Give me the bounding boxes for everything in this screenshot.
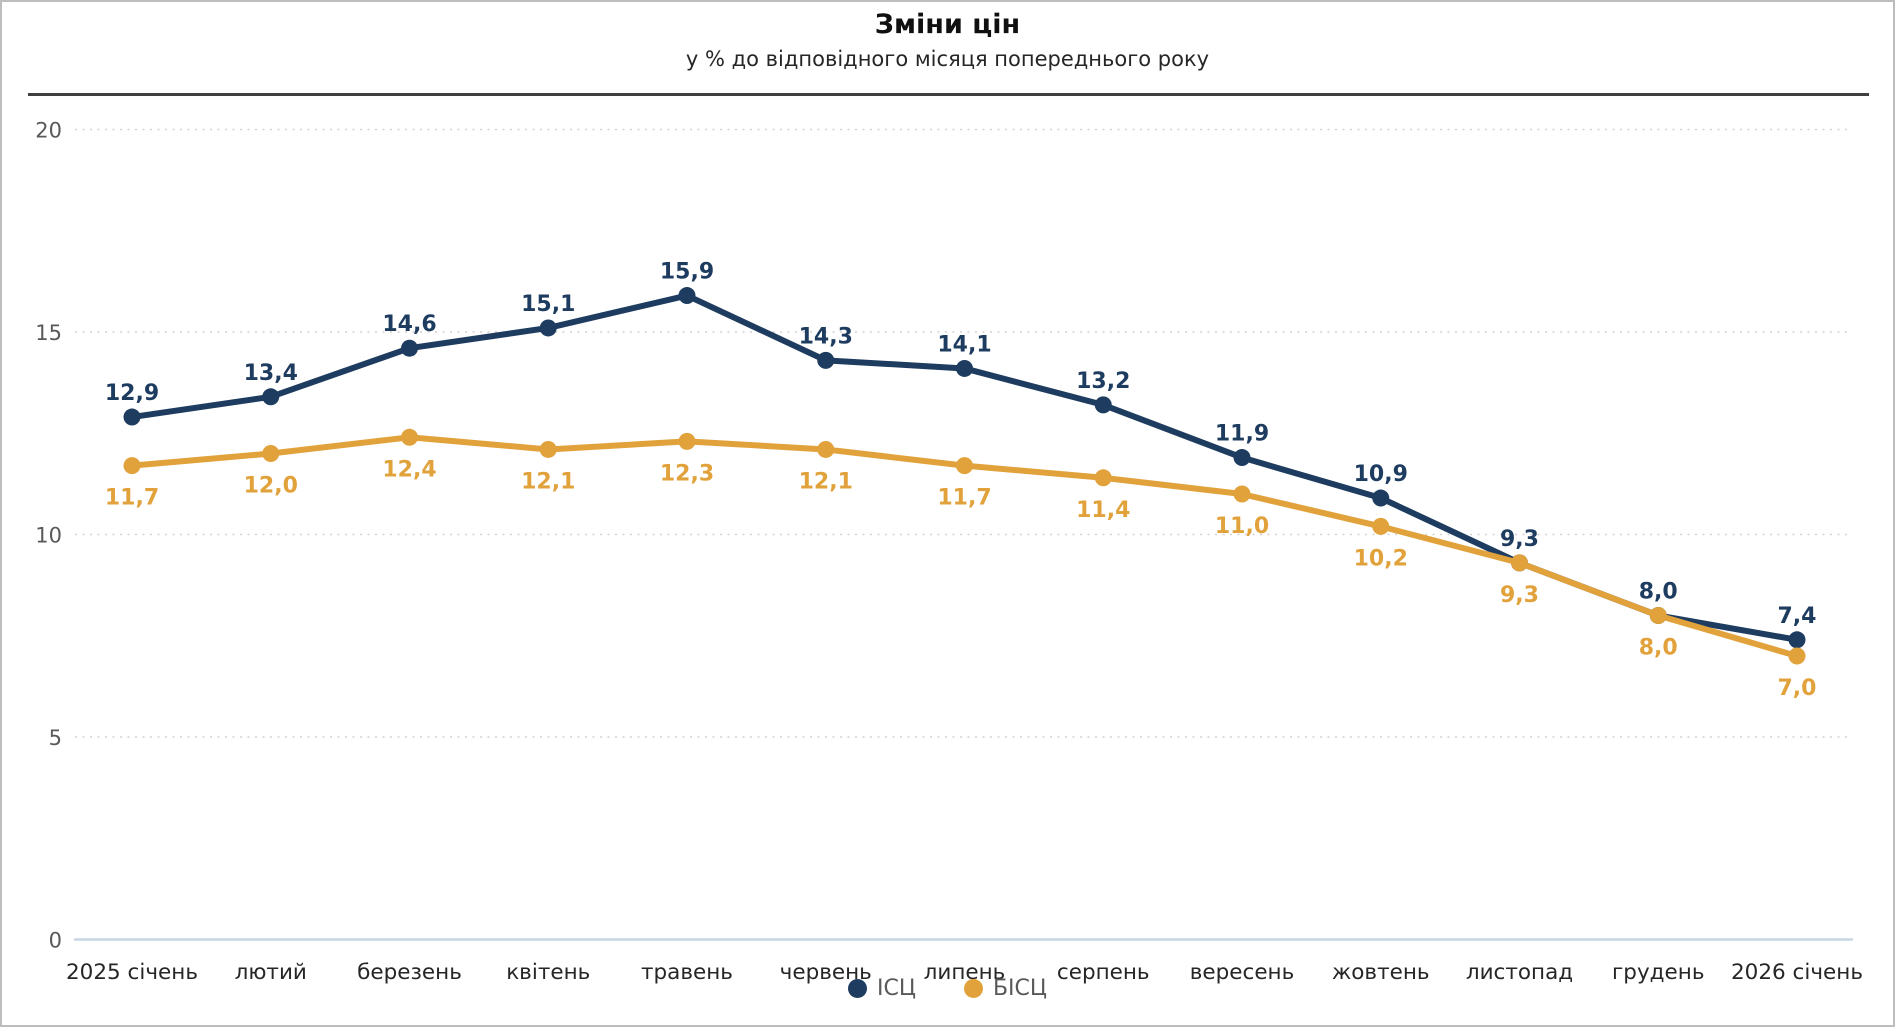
- data-point-ІСЦ[interactable]: [539, 319, 557, 337]
- data-point-БІСЦ[interactable]: [401, 428, 418, 446]
- data-label-ІСЦ: 9,3: [1500, 527, 1539, 552]
- x-tick-label: березень: [357, 960, 462, 985]
- data-point-БІСЦ[interactable]: [1649, 607, 1667, 624]
- x-tick-label: жовтень: [1332, 960, 1430, 985]
- data-label-ІСЦ: 12,9: [105, 381, 159, 406]
- data-label-ІСЦ: 14,6: [382, 312, 436, 337]
- data-point-ІСЦ[interactable]: [956, 359, 973, 377]
- data-point-ІСЦ[interactable]: [262, 388, 280, 406]
- x-tick-label: серпень: [1057, 960, 1150, 985]
- data-label-ІСЦ: 14,1: [937, 332, 991, 357]
- data-label-ІСЦ: 8,0: [1639, 580, 1678, 605]
- data-point-ІСЦ[interactable]: [401, 339, 418, 357]
- x-tick-label: лютий: [235, 960, 307, 985]
- data-label-БІСЦ: 11,4: [1076, 498, 1130, 523]
- data-label-ІСЦ: 15,1: [521, 292, 575, 317]
- data-point-ІСЦ[interactable]: [1094, 396, 1112, 414]
- data-point-ІСЦ[interactable]: [678, 287, 696, 305]
- legend-label-icp: ІСЦ: [877, 976, 916, 1001]
- data-label-БІСЦ: 12,0: [244, 474, 298, 499]
- data-point-БІСЦ[interactable]: [817, 440, 835, 458]
- data-point-ІСЦ[interactable]: [1233, 449, 1251, 467]
- data-label-БІСЦ: 11,7: [937, 486, 991, 511]
- data-label-ІСЦ: 10,9: [1354, 462, 1408, 487]
- data-point-БІСЦ[interactable]: [956, 457, 973, 475]
- x-tick-label: листопад: [1466, 960, 1573, 985]
- x-tick-label: травень: [641, 960, 733, 985]
- data-point-БІСЦ[interactable]: [1788, 647, 1806, 665]
- data-label-БІСЦ: 11,7: [105, 486, 159, 511]
- series-icp-dot-icon: [848, 979, 868, 998]
- legend-item-icp[interactable]: ІСЦ: [848, 976, 916, 1001]
- data-label-БІСЦ: 9,3: [1500, 583, 1539, 608]
- legend-item-bicp[interactable]: БІСЦ: [963, 976, 1047, 1001]
- data-label-ІСЦ: 13,2: [1076, 369, 1130, 394]
- x-tick-label: грудень: [1612, 960, 1705, 985]
- title-divider: [28, 93, 1869, 96]
- data-point-БІСЦ[interactable]: [678, 432, 696, 450]
- data-label-БІСЦ: 10,2: [1354, 546, 1408, 571]
- data-label-БІСЦ: 12,1: [521, 469, 575, 494]
- data-point-БІСЦ[interactable]: [1511, 554, 1528, 572]
- legend-label-bicp: БІСЦ: [992, 976, 1047, 1001]
- data-label-ІСЦ: 13,4: [244, 361, 298, 386]
- data-point-ІСЦ[interactable]: [1372, 489, 1390, 507]
- data-label-БІСЦ: 11,0: [1215, 514, 1269, 539]
- y-tick-label: 0: [49, 929, 62, 953]
- x-tick-label: вересень: [1190, 960, 1295, 985]
- y-tick-label: 20: [35, 119, 62, 143]
- data-point-БІСЦ[interactable]: [1372, 517, 1390, 535]
- data-label-БІСЦ: 12,1: [799, 469, 853, 494]
- x-tick-label: липень: [924, 960, 1006, 985]
- y-tick-label: 10: [35, 524, 62, 548]
- data-point-БІСЦ[interactable]: [123, 457, 141, 475]
- y-tick-label: 5: [49, 726, 62, 750]
- data-label-БІСЦ: 8,0: [1639, 636, 1678, 661]
- data-label-ІСЦ: 11,9: [1215, 422, 1269, 447]
- series-bicp-dot-icon: [963, 979, 983, 998]
- chart-legend: ІСЦ БІСЦ: [2, 976, 1893, 1001]
- data-label-ІСЦ: 7,4: [1778, 604, 1817, 629]
- x-tick-label: 2025 січень: [66, 960, 198, 985]
- chart-subtitle: у % до відповідного місяця попереднього …: [685, 47, 1210, 71]
- data-label-БІСЦ: 7,0: [1778, 676, 1817, 701]
- data-label-ІСЦ: 14,3: [799, 324, 853, 349]
- data-label-ІСЦ: 15,9: [660, 260, 714, 285]
- x-tick-label: 2026 січень: [1731, 960, 1863, 985]
- y-tick-label: 15: [35, 321, 62, 345]
- data-label-БІСЦ: 12,4: [382, 457, 436, 482]
- data-label-БІСЦ: 12,3: [660, 461, 714, 486]
- data-point-ІСЦ[interactable]: [1788, 631, 1806, 649]
- chart-title: Зміни цін: [874, 9, 1021, 40]
- data-point-БІСЦ[interactable]: [1233, 485, 1251, 503]
- data-point-БІСЦ[interactable]: [262, 445, 280, 462]
- data-point-БІСЦ[interactable]: [539, 440, 557, 458]
- data-point-ІСЦ[interactable]: [123, 408, 141, 426]
- data-point-ІСЦ[interactable]: [817, 351, 835, 369]
- data-point-БІСЦ[interactable]: [1094, 469, 1112, 487]
- x-tick-label: квітень: [506, 960, 590, 985]
